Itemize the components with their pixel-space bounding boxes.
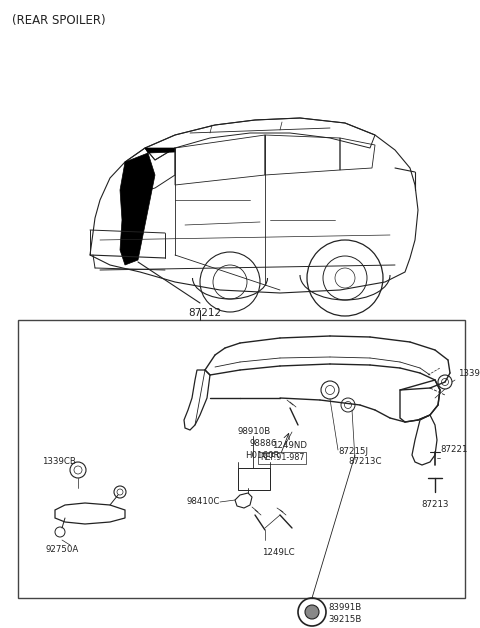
Text: 98410C: 98410C [187,497,220,507]
Text: (REAR SPOILER): (REAR SPOILER) [12,14,106,27]
Text: 98886: 98886 [250,439,277,448]
Text: REF.91-987: REF.91-987 [260,453,304,462]
Text: 1249ND: 1249ND [272,440,307,450]
Text: 87215J: 87215J [338,448,368,457]
Text: 87212: 87212 [189,308,222,318]
Circle shape [305,605,319,619]
Text: 1339CC: 1339CC [458,369,480,377]
Bar [18,320,465,598]
Polygon shape [120,153,155,265]
Text: 1249LC: 1249LC [262,548,295,557]
Text: 87213: 87213 [421,500,449,509]
Text: 92750A: 92750A [45,545,78,554]
Text: 87221: 87221 [440,445,468,455]
Text: 1339CB: 1339CB [42,458,76,467]
Text: 83991B: 83991B [328,604,361,612]
Text: 39215B: 39215B [328,615,361,624]
Text: 87213C: 87213C [348,458,382,467]
Text: H0160R: H0160R [245,451,279,460]
Polygon shape [145,148,175,153]
Text: 98910B: 98910B [238,427,271,436]
